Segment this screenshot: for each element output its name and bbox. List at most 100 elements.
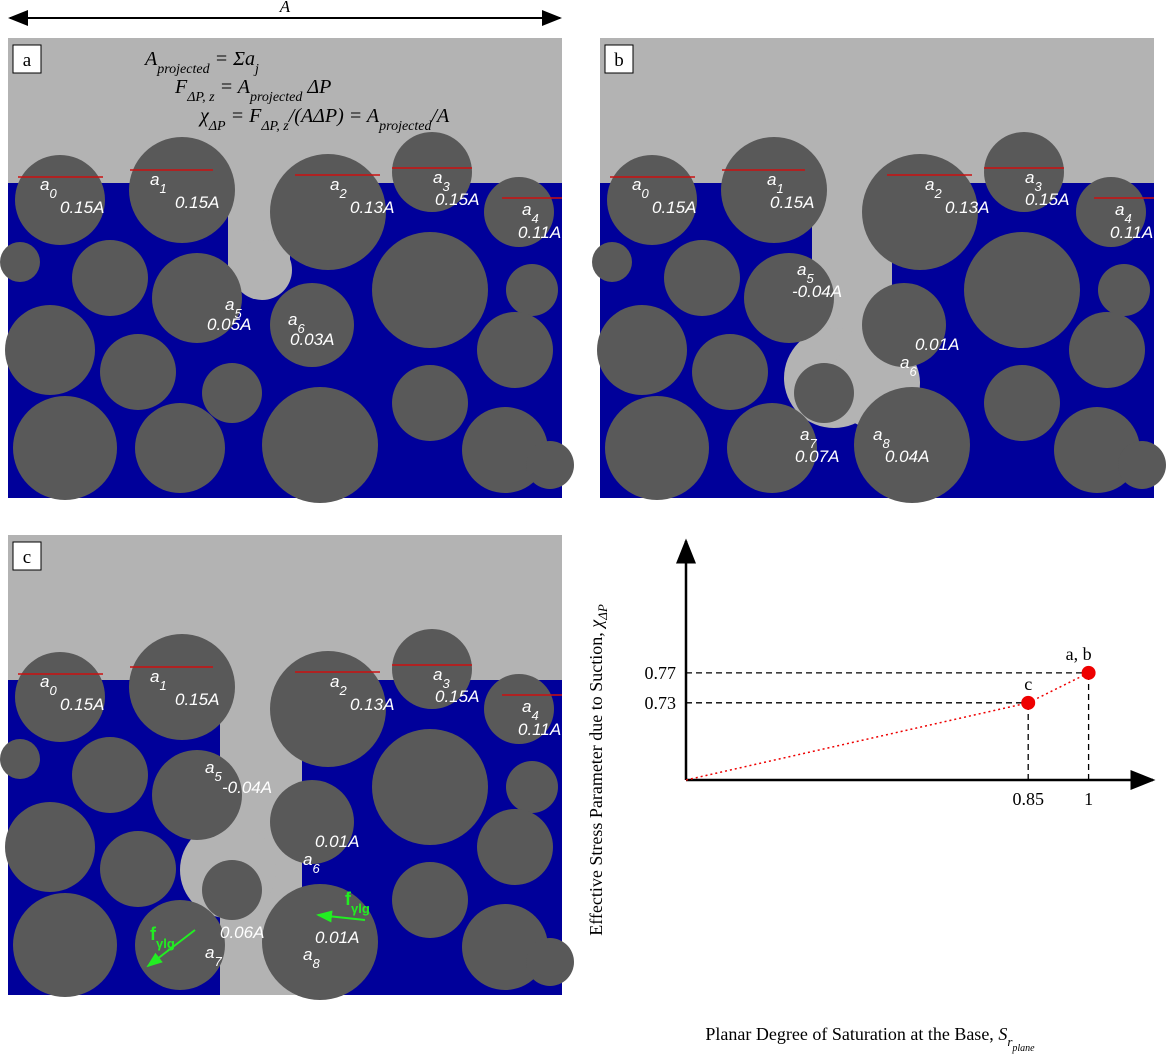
particle: [270, 283, 354, 367]
particle: [592, 242, 632, 282]
particle: [506, 761, 558, 813]
particle: [202, 363, 262, 423]
subscript: 1: [159, 678, 166, 693]
particle: [5, 305, 95, 395]
particle: [0, 739, 40, 779]
subscript: 7: [214, 954, 222, 969]
area-value: 0.03A: [290, 330, 334, 349]
x-axis-label: Planar Degree of Saturation at the Base,…: [705, 1024, 1035, 1054]
subscript: projected: [156, 62, 210, 77]
trend-line: [1028, 673, 1088, 703]
y-axis-label: Effective Stress Parameter due to Suctio…: [586, 604, 610, 936]
subscript: 0: [641, 186, 649, 201]
width-label: A: [279, 0, 291, 16]
symbol: a: [205, 943, 214, 962]
area-value: 0.05A: [207, 315, 251, 334]
particle: [964, 232, 1080, 348]
symbol: a: [522, 200, 531, 219]
subscript: projected: [249, 90, 303, 105]
equation-part: = Σa: [210, 48, 255, 70]
point-label: a, b: [1066, 644, 1092, 664]
subscript: 0: [49, 683, 57, 698]
subscript: 2: [338, 683, 347, 698]
subscript: 1: [159, 181, 166, 196]
particle: [1098, 264, 1150, 316]
particle: [477, 809, 553, 885]
equation-part: = F: [226, 105, 262, 127]
symbol: a: [225, 295, 234, 314]
panel: a: [0, 38, 574, 503]
point: [1021, 696, 1035, 710]
equation-part: F: [174, 76, 188, 98]
trend-line: [686, 703, 1028, 780]
particle: [392, 365, 468, 441]
particle: [392, 862, 468, 938]
particle: [477, 312, 553, 388]
subscript: ΔP, z: [260, 119, 289, 134]
particle: [526, 938, 574, 986]
panel: c: [0, 535, 574, 1000]
panel-letter: c: [23, 547, 31, 568]
particle: [1069, 312, 1145, 388]
particle: [100, 334, 176, 410]
area-value: 0.06A: [220, 923, 264, 942]
symbol: a: [522, 697, 531, 716]
particle: [597, 305, 687, 395]
particle: [0, 242, 40, 282]
equation-part: /(AΔP) = A: [288, 105, 380, 127]
subscript: γlg: [156, 936, 175, 951]
symbol: a: [40, 175, 49, 194]
subscript: 0: [49, 186, 57, 201]
symbol: a: [40, 672, 49, 691]
x-tick-label: 1: [1084, 789, 1093, 809]
symbol: a: [632, 175, 641, 194]
area-value: 0.13A: [350, 695, 394, 714]
subscript: ΔP: [595, 604, 610, 621]
label-text: Effective Stress Parameter due to Suctio…: [586, 628, 606, 936]
area-value: 0.15A: [175, 193, 219, 212]
subscript: plane: [1011, 1043, 1035, 1054]
symbol: a: [330, 672, 339, 691]
area-value: 0.13A: [945, 198, 989, 217]
area-value: 0.15A: [1025, 190, 1069, 209]
area-value: 0.01A: [915, 335, 959, 354]
symbol: a: [925, 175, 934, 194]
symbol: a: [900, 353, 909, 372]
area-value: -0.04A: [222, 778, 272, 797]
area-value: 0.04A: [885, 447, 929, 466]
panel-letter: b: [614, 50, 624, 71]
equation-part: A: [143, 48, 158, 70]
particle: [262, 387, 378, 503]
symbol: a: [205, 758, 214, 777]
particle: [13, 893, 117, 997]
subscript: 6: [312, 861, 320, 876]
subscript: ΔP: [208, 119, 226, 134]
area-value: 0.01A: [315, 928, 359, 947]
symbol: a: [1115, 200, 1124, 219]
particle: [135, 403, 225, 493]
equation-part: ΔP: [302, 76, 331, 98]
area-value: 0.07A: [795, 447, 839, 466]
particle: [794, 363, 854, 423]
area-value: 0.11A: [518, 223, 561, 242]
symbol: a: [150, 667, 159, 686]
area-value: 0.13A: [350, 198, 394, 217]
y-tick-label: 0.77: [645, 663, 677, 683]
area-value: 0.11A: [518, 720, 561, 739]
area-value: 0.01A: [315, 832, 359, 851]
symbol: a: [873, 425, 882, 444]
particle: [1118, 441, 1166, 489]
particle: [664, 240, 740, 316]
particle: [692, 334, 768, 410]
particle: [13, 396, 117, 500]
y-tick-label: 0.73: [645, 693, 677, 713]
symbol: a: [303, 945, 312, 964]
particle: [506, 264, 558, 316]
point-label: c: [1024, 674, 1032, 694]
area-value: -0.04A: [792, 282, 842, 301]
symbol: a: [150, 170, 159, 189]
particle: [372, 232, 488, 348]
figure: A aa00.15Aa10.15Aa20.13Aa30.15Aa40.11Aa5…: [0, 0, 1166, 1057]
label-text: Planar Degree of Saturation at the Base,: [705, 1024, 998, 1044]
x-tick-label: 0.85: [1012, 789, 1044, 809]
